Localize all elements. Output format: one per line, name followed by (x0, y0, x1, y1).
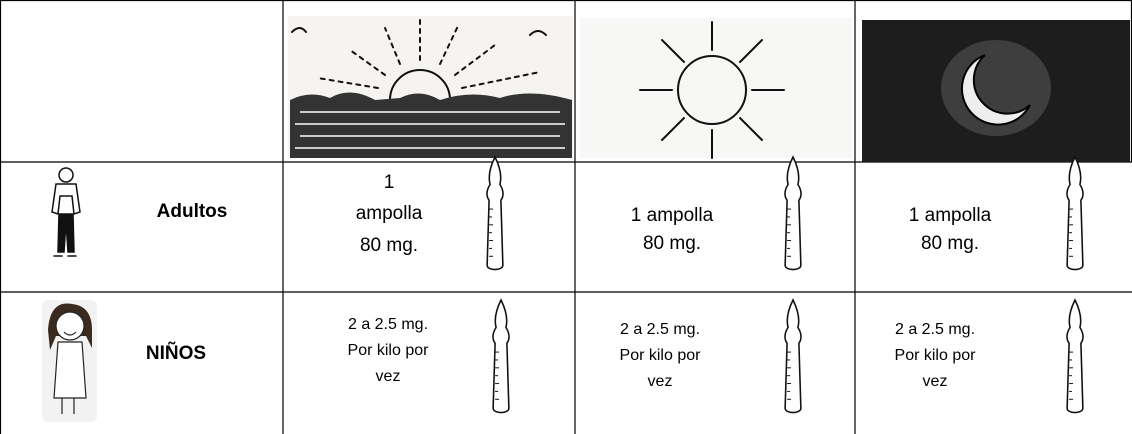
dose-text: 1 ampolla (631, 205, 714, 226)
dose-text: Por kilo por (620, 347, 702, 364)
dose-text: 1 ampolla (909, 205, 992, 226)
ampoule-icon (1066, 156, 1084, 271)
dose-text: 80 mg. (921, 233, 979, 254)
dose-text: vez (376, 368, 401, 385)
ampoule-icon (784, 299, 802, 414)
child-icon (42, 300, 97, 422)
adult-icon (51, 167, 81, 257)
dose-text: 1 (384, 172, 395, 193)
ampoule-icon (492, 299, 510, 414)
dose-text: ampolla (356, 203, 423, 224)
sunrise-image (288, 16, 573, 158)
dose-text: vez (648, 373, 673, 390)
ampoule-icon (1066, 299, 1084, 414)
ampoule-icon (784, 156, 802, 271)
dose-text: 80 mg. (643, 233, 701, 254)
dose-text: Por kilo por (895, 347, 977, 364)
moon-image (862, 20, 1130, 162)
ampoule-icon (486, 156, 504, 271)
dose-text: vez (923, 373, 948, 390)
dose-text: 80 mg. (360, 235, 418, 256)
row-label: Adultos (157, 201, 228, 222)
dose-text: Por kilo por (348, 342, 430, 359)
dose-text: 2 a 2.5 mg. (348, 316, 428, 333)
dose-text: 2 a 2.5 mg. (895, 321, 975, 338)
dose-text: 2 a 2.5 mg. (620, 321, 700, 338)
row-label: NIÑOS (146, 342, 206, 364)
sun-image (580, 18, 852, 159)
